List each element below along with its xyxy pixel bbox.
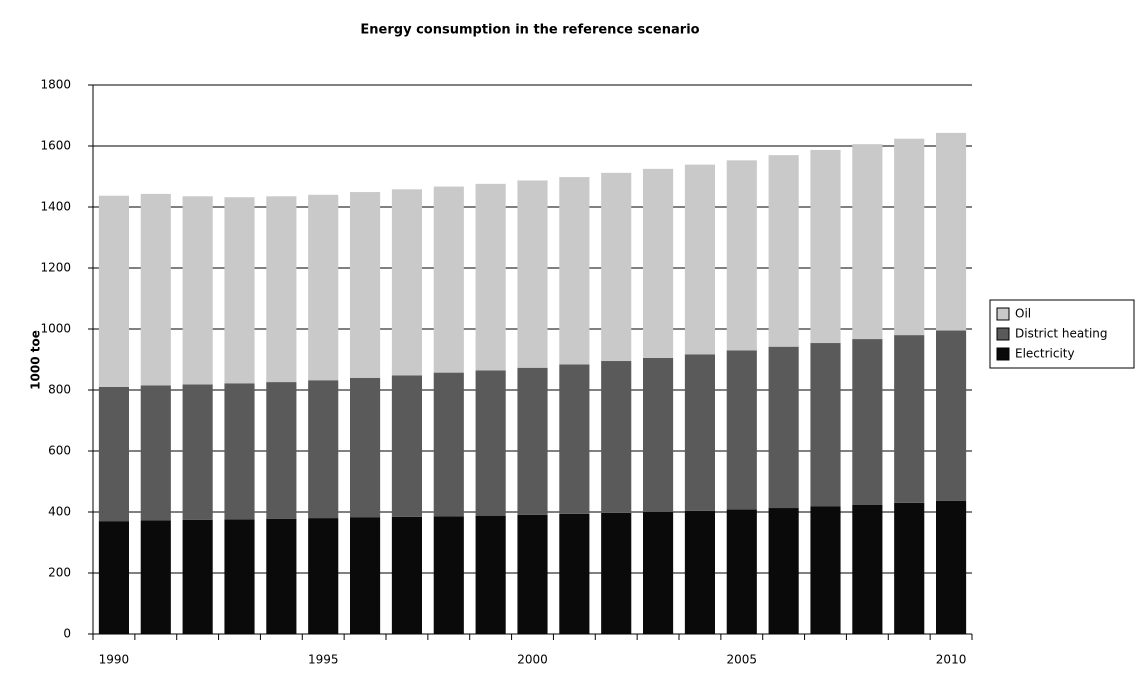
y-tick-label: 1000	[40, 322, 71, 336]
bar-segment	[182, 519, 213, 634]
y-axis-title: 1000 toe	[29, 330, 43, 390]
bar-segment	[936, 132, 967, 331]
bar-segment	[391, 375, 422, 517]
bar-segment	[140, 193, 171, 386]
bar-segment	[98, 521, 129, 634]
legend-swatch	[996, 327, 1010, 341]
bar-segment	[475, 370, 506, 516]
bar-segment	[726, 160, 757, 351]
bar-segment	[433, 516, 464, 634]
bar-segment	[601, 361, 632, 513]
bar-segment	[350, 192, 381, 378]
x-tick-label: 2005	[727, 653, 758, 667]
bar-segment	[810, 343, 841, 507]
legend-label: District heating	[1015, 327, 1108, 341]
bar-segment	[643, 357, 674, 512]
bar-segment	[391, 516, 422, 634]
bar-segment	[308, 518, 339, 634]
bar-segment	[810, 506, 841, 634]
bar-segment	[98, 386, 129, 522]
bar-segment	[684, 510, 715, 634]
bar-segment	[224, 197, 255, 384]
bar-segment	[726, 350, 757, 510]
x-tick-label: 2010	[936, 653, 967, 667]
bar-segment	[433, 186, 464, 373]
y-tick-label: 400	[48, 505, 71, 519]
bar-segment	[517, 180, 548, 368]
x-tick-label: 2000	[517, 653, 548, 667]
y-tick-label: 600	[48, 444, 71, 458]
bar-segment	[224, 383, 255, 520]
bar-segment	[182, 384, 213, 520]
y-tick-label: 1200	[40, 261, 71, 275]
legend-swatch	[996, 307, 1010, 321]
bar-segment	[601, 512, 632, 634]
y-tick-label: 1600	[40, 139, 71, 153]
bar-segment	[768, 346, 799, 509]
y-tick-label: 1800	[40, 78, 71, 92]
bar-segment	[266, 382, 297, 519]
bar-segment	[98, 195, 129, 387]
bar-segment	[810, 149, 841, 344]
bar-segment	[601, 172, 632, 362]
bar-segment	[936, 330, 967, 501]
bar-segment	[852, 144, 883, 340]
bar-segment	[224, 519, 255, 634]
y-tick-label: 800	[48, 383, 71, 397]
bar-segment	[475, 183, 506, 371]
y-tick-label: 200	[48, 566, 71, 580]
bar-segment	[475, 515, 506, 634]
legend-label: Oil	[1015, 307, 1031, 321]
bar-segment	[140, 385, 171, 521]
bar-segment	[684, 354, 715, 511]
bar-segment	[894, 502, 925, 634]
bar-segment	[350, 377, 381, 518]
bar-segment	[726, 509, 757, 634]
bar-segment	[266, 518, 297, 634]
bar-segment	[350, 517, 381, 634]
x-tick-label: 1990	[99, 653, 130, 667]
bar-segment	[936, 500, 967, 634]
bar-segment	[684, 164, 715, 355]
bar-segment	[852, 339, 883, 505]
bar-segment	[643, 168, 674, 358]
bar-segment	[643, 512, 674, 634]
bar-segment	[391, 189, 422, 376]
bar-segment	[768, 155, 799, 347]
bar-segment	[852, 504, 883, 634]
legend-box	[989, 299, 1135, 369]
y-tick-label: 0	[63, 627, 71, 641]
y-tick-label: 1400	[40, 200, 71, 214]
x-tick-label: 1995	[308, 653, 339, 667]
bar-segment	[768, 508, 799, 634]
bar-segment	[894, 335, 925, 503]
bar-segment	[433, 372, 464, 517]
bar-segment	[266, 196, 297, 383]
bar-segment	[140, 520, 171, 634]
legend-swatch	[996, 347, 1010, 361]
bar-segment	[517, 514, 548, 634]
bar-segment	[559, 364, 590, 514]
chart-title: Energy consumption in the reference scen…	[360, 23, 699, 38]
bar-segment	[308, 194, 339, 381]
bar-segment	[182, 196, 213, 385]
bar-segment	[559, 177, 590, 365]
bar-segment	[308, 380, 339, 519]
bar-segment	[894, 138, 925, 336]
legend-label: Electricity	[1015, 347, 1075, 361]
bar-segment	[517, 367, 548, 515]
bar-segment	[559, 513, 590, 634]
